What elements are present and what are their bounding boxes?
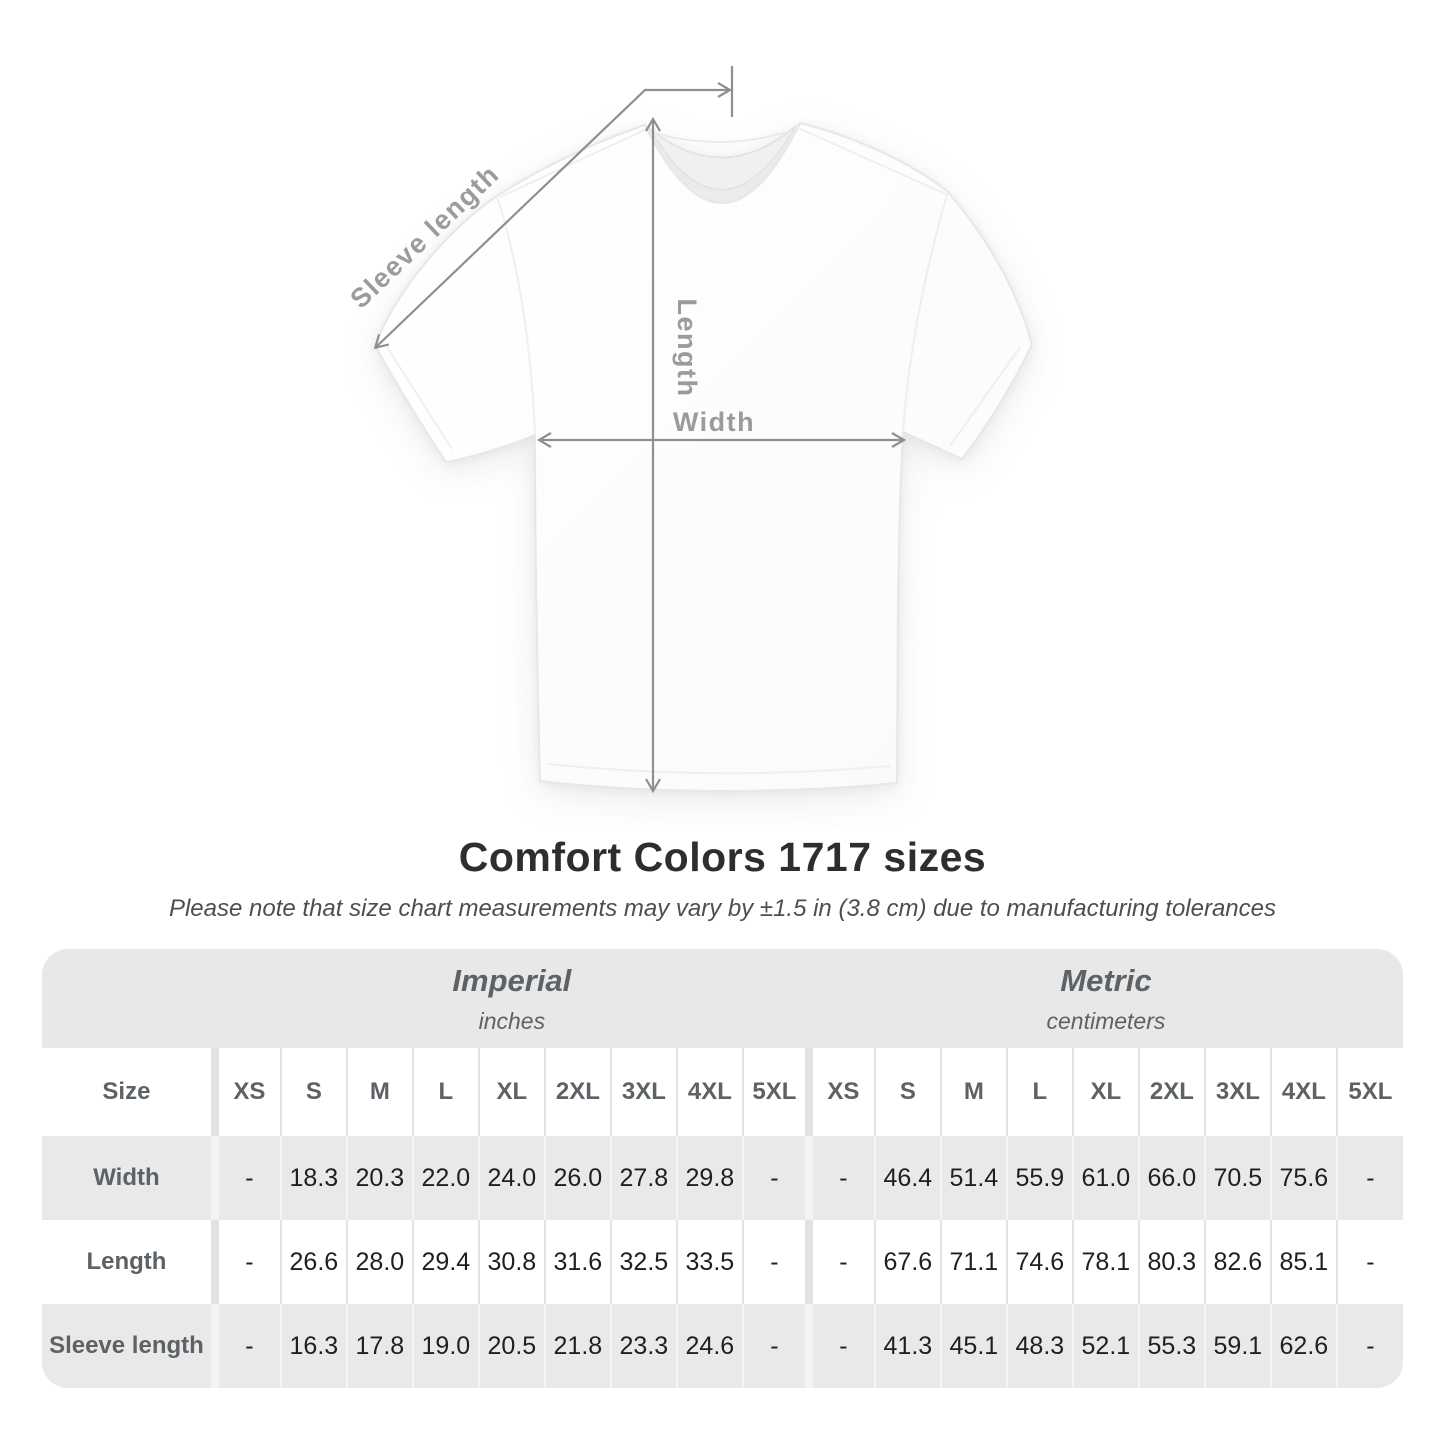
imperial-label: Imperial (452, 962, 572, 998)
col-imperial-2xl: 2XL (543, 1048, 611, 1136)
tshirt-illustration (373, 121, 1034, 793)
col-imperial-s: S (279, 1048, 347, 1136)
sleeve-length-arrow (373, 82, 733, 350)
unit-band-row: Imperial inches Metric centimeters (42, 949, 1403, 1048)
unit-group-metric: Metric centimeters (808, 949, 1403, 1048)
unit-group-imperial: Imperial inches (214, 949, 809, 1048)
size-table: Imperial inches Metric centimeters Size … (42, 949, 1403, 1388)
col-metric-3xl: 3XL (1203, 1048, 1271, 1136)
band-spacer (42, 949, 215, 1048)
col-metric-l: L (1005, 1048, 1073, 1136)
dimension-lines (373, 66, 907, 794)
length-label: Length (672, 299, 702, 398)
col-metric-xl: XL (1071, 1048, 1139, 1136)
col-imperial-l: L (411, 1048, 479, 1136)
col-metric-4xl: 4XL (1269, 1048, 1337, 1136)
col-imperial-xl: XL (477, 1048, 545, 1136)
col-metric-m: M (939, 1048, 1007, 1136)
tshirt-measurement-diagram: Sleeve length Length Width (344, 66, 1034, 794)
col-metric-xs: XS (804, 1048, 875, 1136)
row-label-sleeve-length: Sleeve length (49, 1332, 204, 1359)
col-metric-2xl: 2XL (1137, 1048, 1205, 1136)
width-label: Width (673, 407, 755, 437)
size-table-container: Imperial inches Metric centimeters Size … (42, 949, 1403, 1388)
col-imperial-m: M (345, 1048, 413, 1136)
page-title: Comfort Colors 1717 sizes (458, 834, 987, 880)
metric-unit: centimeters (1046, 1007, 1166, 1034)
table-row-length: Length - 26.6 28.0 29.4 30.8 31.6 32.5 3… (42, 1220, 1403, 1304)
tolerance-note: Please note that size chart measurements… (168, 895, 1277, 922)
size-header: Size (102, 1078, 151, 1105)
col-imperial-4xl: 4XL (675, 1048, 743, 1136)
col-imperial-xs: XS (210, 1048, 281, 1136)
table-row-sleeve-length: Sleeve length - 16.3 17.8 19.0 20.5 21.8… (42, 1304, 1403, 1388)
table-row-width: Width - 18.3 20.3 22.0 24.0 26.0 27.8 29… (42, 1136, 1403, 1220)
col-imperial-5xl: 5XL (741, 1048, 809, 1136)
col-metric-5xl: 5XL (1335, 1048, 1403, 1136)
imperial-unit: inches (478, 1007, 546, 1034)
row-label-width: Width (93, 1164, 160, 1191)
col-imperial-3xl: 3XL (609, 1048, 677, 1136)
row-label-length: Length (86, 1248, 167, 1275)
col-metric-s: S (873, 1048, 941, 1136)
size-header-row: Size XS S M L XL 2XL 3XL 4XL 5XL XS S M … (42, 1048, 1403, 1136)
metric-label: Metric (1060, 962, 1152, 998)
